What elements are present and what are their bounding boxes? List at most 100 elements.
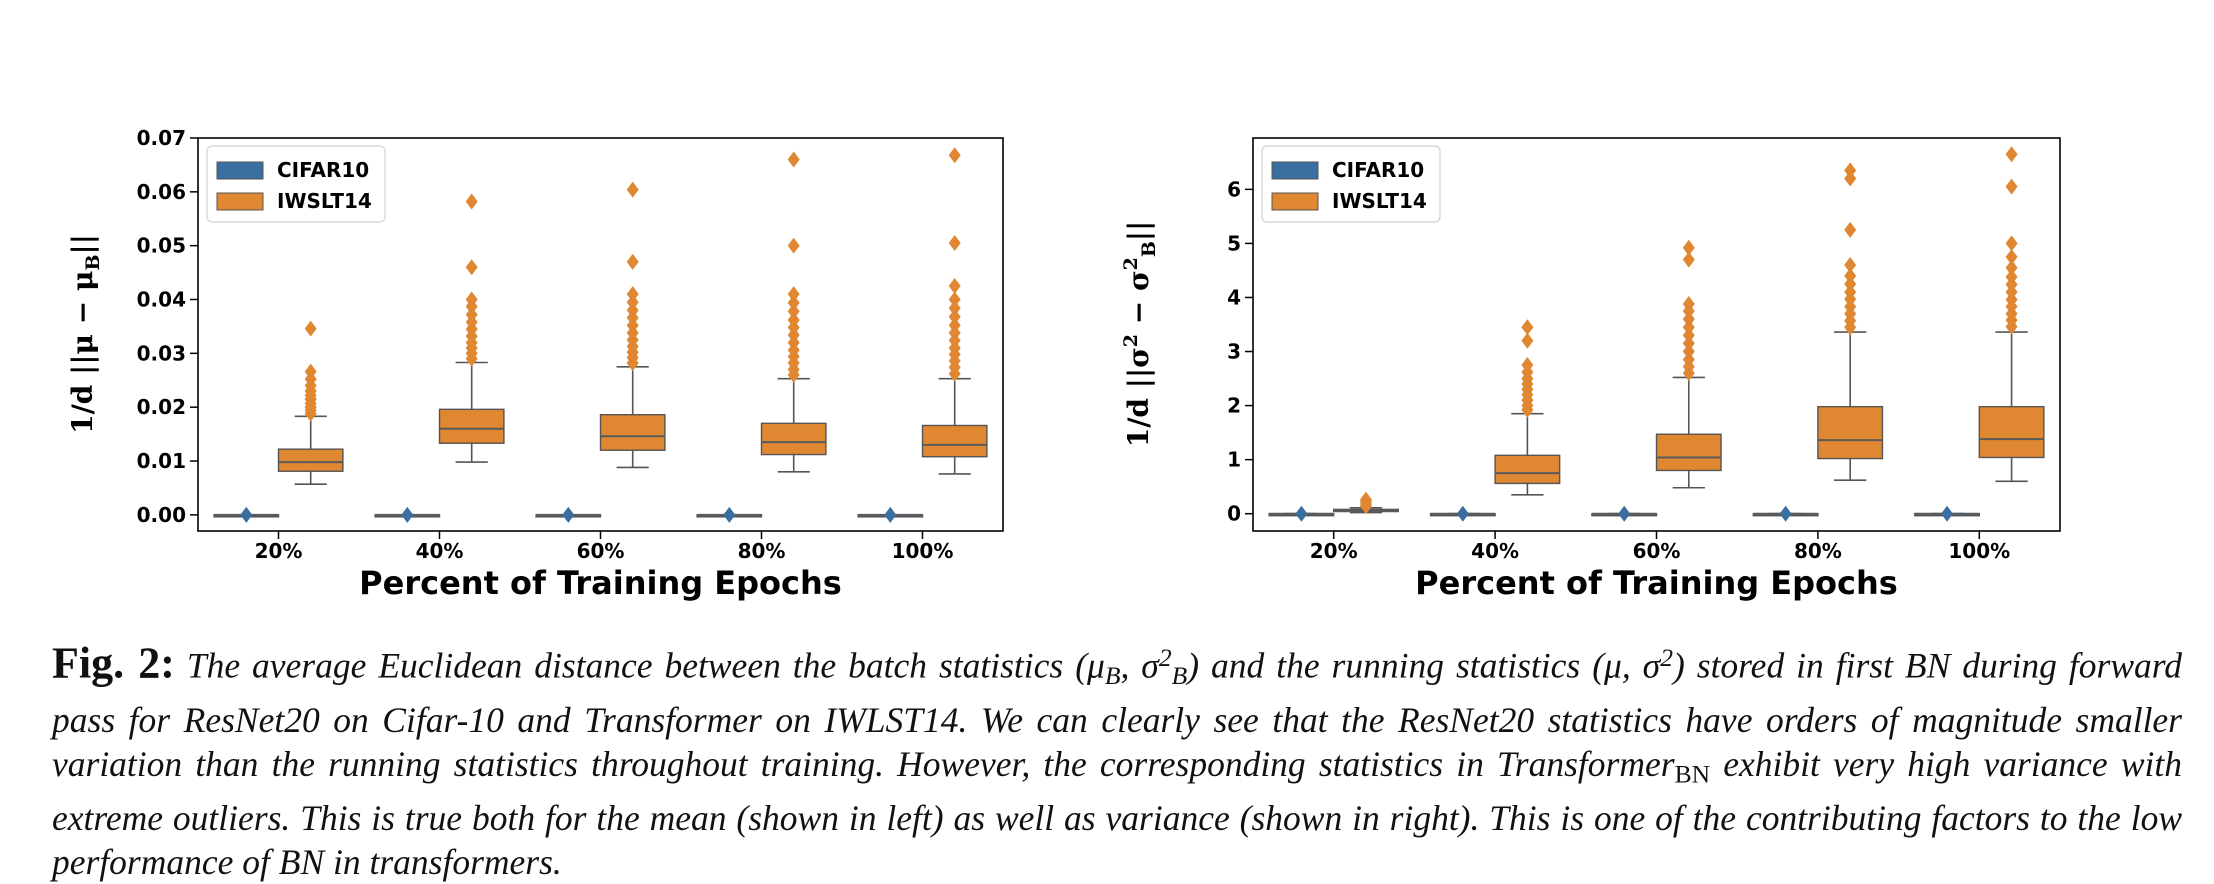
chart-mean-distance: 0.00 0.01 0.02 0.03 0.04 0.05 0.06 0.07 20% 40% 60…	[66, 126, 1004, 602]
outlier-point	[1844, 170, 1857, 187]
outlier-point	[1521, 357, 1534, 374]
outlier-point	[1844, 267, 1857, 284]
outlier-point	[240, 506, 253, 523]
outlier-point	[465, 291, 478, 308]
y-tick-label: 4	[1227, 285, 1241, 309]
caption-mu: μ	[1087, 645, 1105, 686]
y-tick-label: 0.04	[137, 288, 186, 312]
outlier-point	[948, 234, 961, 251]
outlier-point	[626, 286, 639, 303]
outlier-point	[948, 308, 961, 325]
outlier-point	[1844, 257, 1857, 274]
x-tick-label: 60%	[1633, 539, 1681, 563]
outlier-point	[1844, 275, 1857, 292]
outlier-point	[304, 363, 317, 380]
y-axis-label-part: 2	[1120, 334, 1142, 347]
axes-frame	[1252, 137, 2061, 532]
x-tick-label: 80%	[1794, 539, 1842, 563]
legend: CIFAR10 IWSLT14	[206, 145, 386, 223]
legend-label: IWSLT14	[1332, 189, 1427, 213]
y-axis-label-part: − σ	[1122, 270, 1155, 334]
outlier-point	[2005, 259, 2018, 276]
box-iwslt14-40%	[1494, 319, 1561, 496]
outlier-point	[562, 506, 575, 523]
outlier-point	[304, 320, 317, 337]
outlier-point	[2005, 235, 2018, 252]
box-cifar10-80%	[1752, 505, 1819, 522]
box-iqr	[1655, 433, 1722, 472]
box-iwslt14-80%	[760, 151, 827, 473]
outlier-point	[1521, 332, 1534, 349]
y-tick-label: 2	[1227, 394, 1241, 418]
caption-text-3: ) stored in first BN during forward pass…	[52, 645, 2183, 784]
y-tick-label: 6	[1227, 177, 1241, 201]
y-tick-label: 0.07	[137, 126, 186, 150]
box-iqr	[277, 448, 344, 472]
outlier-point	[626, 302, 639, 319]
x-tick-label: 40%	[1471, 539, 1519, 563]
caption-sub-b: B	[1171, 660, 1188, 690]
y-axis-label-part: ||	[1122, 221, 1155, 241]
box-iqr	[760, 422, 827, 456]
y-tick-label: 5	[1227, 231, 1241, 255]
outlier-point	[723, 506, 736, 523]
y-axis-label-part: B	[1138, 241, 1160, 257]
y-tick-label: 1	[1227, 448, 1241, 472]
outlier-point	[884, 506, 897, 523]
legend-label: CIFAR10	[1332, 158, 1424, 182]
outlier-point	[1682, 327, 1695, 344]
outlier-point	[787, 286, 800, 303]
x-tick-label: 80%	[738, 539, 786, 563]
outlier-point	[465, 306, 478, 323]
y-axis-label-part: 1/d	[1122, 388, 1155, 447]
box-iqr	[1494, 454, 1561, 485]
outlier-point	[401, 506, 414, 523]
y-axis-label-part: ||σ	[1122, 347, 1155, 388]
x-tick-label: 40%	[416, 539, 464, 563]
box-iwslt14-100%	[1978, 146, 2045, 483]
box-iwslt14-20%	[277, 320, 344, 485]
outlier-point	[1359, 491, 1372, 508]
chart-variance-distance: 0 1 2 3 4 5 6 20% 40% 60% 80% 100% CIFAR10 IWSLT14 Per…	[1120, 137, 2061, 602]
outlier-point	[2005, 146, 2018, 163]
outlier-point	[1682, 295, 1695, 312]
outlier-point	[626, 181, 639, 198]
box-iqr	[921, 424, 988, 458]
x-tick-label: 20%	[255, 539, 303, 563]
outlier-point	[1295, 505, 1308, 522]
box-cifar10-40%	[1429, 505, 1496, 522]
outlier-point	[1682, 319, 1695, 336]
box-iwslt14-60%	[1655, 239, 1722, 489]
outlier-point	[1682, 239, 1695, 256]
box-iqr	[599, 414, 666, 451]
box-iwslt14-100%	[921, 147, 988, 475]
y-tick-label: 0.00	[137, 503, 186, 527]
outlier-point	[1844, 162, 1857, 179]
legend-swatch	[216, 192, 264, 211]
y-tick-label: 0.05	[137, 234, 186, 258]
box-cifar10-60%	[1591, 505, 1658, 522]
outlier-point	[1682, 251, 1695, 268]
y-axis-label: 1/d ||μ − μB||	[66, 234, 104, 434]
outlier-point	[1941, 505, 1954, 522]
outlier-point	[1682, 311, 1695, 328]
box-iwslt14-20%	[1332, 491, 1399, 515]
box-iqr	[1817, 405, 1884, 460]
figure-caption: Fig. 2: The average Euclidean distance b…	[52, 636, 2182, 884]
box-iwslt14-40%	[438, 193, 505, 463]
box-cifar10-100%	[1914, 505, 1980, 522]
y-axis-label-part: ||μ − μ	[66, 271, 99, 375]
outlier-point	[465, 259, 478, 276]
box-cifar10-20%	[213, 506, 280, 523]
x-tick-label: 20%	[1310, 539, 1358, 563]
y-tick-label: 0.03	[137, 341, 186, 365]
outlier-point	[1618, 505, 1631, 522]
box-cifar10-80%	[696, 506, 763, 523]
outlier-point	[1779, 505, 1792, 522]
outlier-point	[1682, 335, 1695, 352]
outlier-point	[787, 303, 800, 320]
y-axis-label-part: ||	[66, 234, 99, 254]
outlier-point	[787, 237, 800, 254]
x-tick-label: 100%	[1948, 539, 2010, 563]
